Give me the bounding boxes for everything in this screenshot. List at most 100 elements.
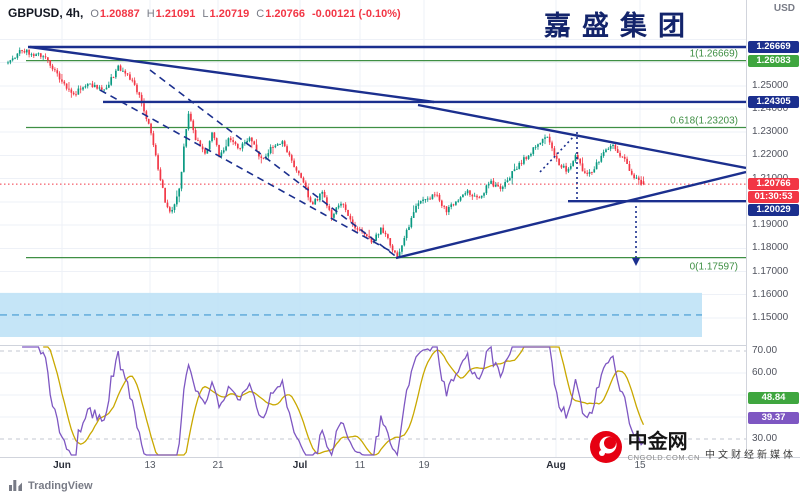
- candle-body: [609, 146, 612, 149]
- candle-body: [405, 229, 408, 239]
- candle-body: [527, 155, 530, 159]
- candle-body: [558, 158, 560, 166]
- candle-body: [628, 164, 631, 171]
- price-label: 1.17000: [752, 265, 789, 277]
- candle-body: [220, 152, 223, 157]
- candle-body: [77, 88, 80, 95]
- candle-body: [469, 190, 471, 195]
- price-badge: 01:30:53: [748, 191, 799, 203]
- candle-body: [28, 49, 30, 55]
- candle-body: [537, 144, 539, 147]
- candle-body: [356, 228, 359, 230]
- candle-body: [201, 146, 204, 150]
- dashed-trend-line[interactable]: [149, 69, 399, 259]
- candle-body: [525, 157, 528, 159]
- price-label: 1.25000: [752, 79, 789, 91]
- chart-canvas[interactable]: 1(1.26669) 0.618(1.23203) 0(1.17597): [0, 0, 746, 457]
- time-label: 15: [634, 460, 646, 471]
- candle-body: [319, 193, 321, 201]
- candle-body: [321, 191, 324, 194]
- candle-body: [283, 141, 286, 147]
- candle-body: [389, 238, 392, 246]
- candle-body: [115, 70, 117, 78]
- candle-body: [630, 170, 633, 175]
- candle-body: [129, 74, 131, 80]
- candle-body: [473, 195, 476, 197]
- candle-body: [16, 53, 19, 58]
- candle-body: [569, 166, 572, 169]
- candle-body: [457, 200, 460, 202]
- candle-body: [330, 209, 333, 218]
- candle-body: [323, 191, 326, 198]
- candle-body: [61, 79, 63, 82]
- currency-label: USD: [773, 3, 795, 14]
- candle-body: [600, 155, 603, 162]
- dashed-trend-line[interactable]: [99, 89, 393, 253]
- candle-body: [32, 54, 35, 56]
- candle-body: [175, 196, 178, 205]
- candle-body: [119, 65, 122, 71]
- candle-body: [532, 147, 535, 154]
- candle-body: [391, 245, 394, 251]
- candle-body: [279, 144, 281, 145]
- candle-body: [293, 160, 295, 168]
- trend-line[interactable]: [29, 45, 435, 104]
- rsi-badge: 39.37: [748, 412, 799, 425]
- candle-body: [436, 194, 438, 196]
- candle-body: [593, 169, 596, 173]
- bottom-bar: TradingView: [0, 475, 800, 500]
- candle-body: [91, 83, 94, 88]
- price-label: 1.16000: [752, 288, 789, 300]
- fib-level-label: 0.618(1.23203): [670, 115, 738, 126]
- candle-body: [110, 77, 113, 85]
- candle-body: [93, 84, 96, 88]
- candle-body: [309, 197, 312, 203]
- candle-body: [253, 141, 256, 145]
- candle-body: [567, 168, 570, 172]
- candle-body: [262, 157, 265, 159]
- candle-body: [241, 143, 244, 149]
- candle-body: [300, 173, 302, 178]
- candle-body: [412, 212, 415, 218]
- trend-line[interactable]: [417, 103, 746, 170]
- trend-line[interactable]: [395, 170, 746, 260]
- candle-body: [387, 234, 389, 239]
- candle-body: [340, 203, 342, 206]
- candle-body: [218, 144, 220, 157]
- time-axis[interactable]: Jun 13 21 Jul 11 19 Aug 15: [0, 457, 800, 475]
- candle-body: [640, 179, 642, 185]
- candle-body: [560, 165, 563, 168]
- fib-level-label: 1(1.26669): [690, 49, 738, 60]
- candle-body: [417, 203, 420, 206]
- candle-body: [143, 103, 145, 112]
- candle-body: [100, 87, 103, 90]
- dotted-projection-line[interactable]: [539, 132, 578, 173]
- candle-body: [79, 88, 82, 90]
- candle-body: [394, 250, 396, 253]
- candle-body: [548, 136, 551, 143]
- candle-body: [39, 53, 42, 57]
- candle-body: [157, 155, 159, 170]
- candle-body: [199, 140, 202, 147]
- tradingview-attribution[interactable]: TradingView: [8, 479, 93, 492]
- candle-body: [98, 87, 101, 89]
- candle-body: [513, 169, 516, 172]
- candle-body: [56, 70, 59, 74]
- candle-body: [239, 148, 242, 150]
- candle-body: [269, 146, 272, 154]
- candle-body: [572, 161, 574, 167]
- candle-body: [459, 197, 462, 201]
- price-axis[interactable]: USD 1.250001.240001.230001.220001.210001…: [746, 0, 800, 457]
- price-label: 1.15000: [752, 311, 789, 323]
- candle-body: [281, 141, 284, 145]
- time-label: 19: [418, 460, 430, 471]
- candle-body: [607, 148, 610, 150]
- candle-body: [520, 162, 523, 164]
- candle-body: [445, 206, 448, 213]
- symbol-title[interactable]: GBPUSD, 4h,: [8, 6, 84, 20]
- candle-body: [105, 87, 108, 90]
- candle-body: [462, 194, 464, 198]
- candle-body: [370, 237, 373, 243]
- candle-body: [621, 156, 624, 158]
- candle-body: [497, 184, 499, 187]
